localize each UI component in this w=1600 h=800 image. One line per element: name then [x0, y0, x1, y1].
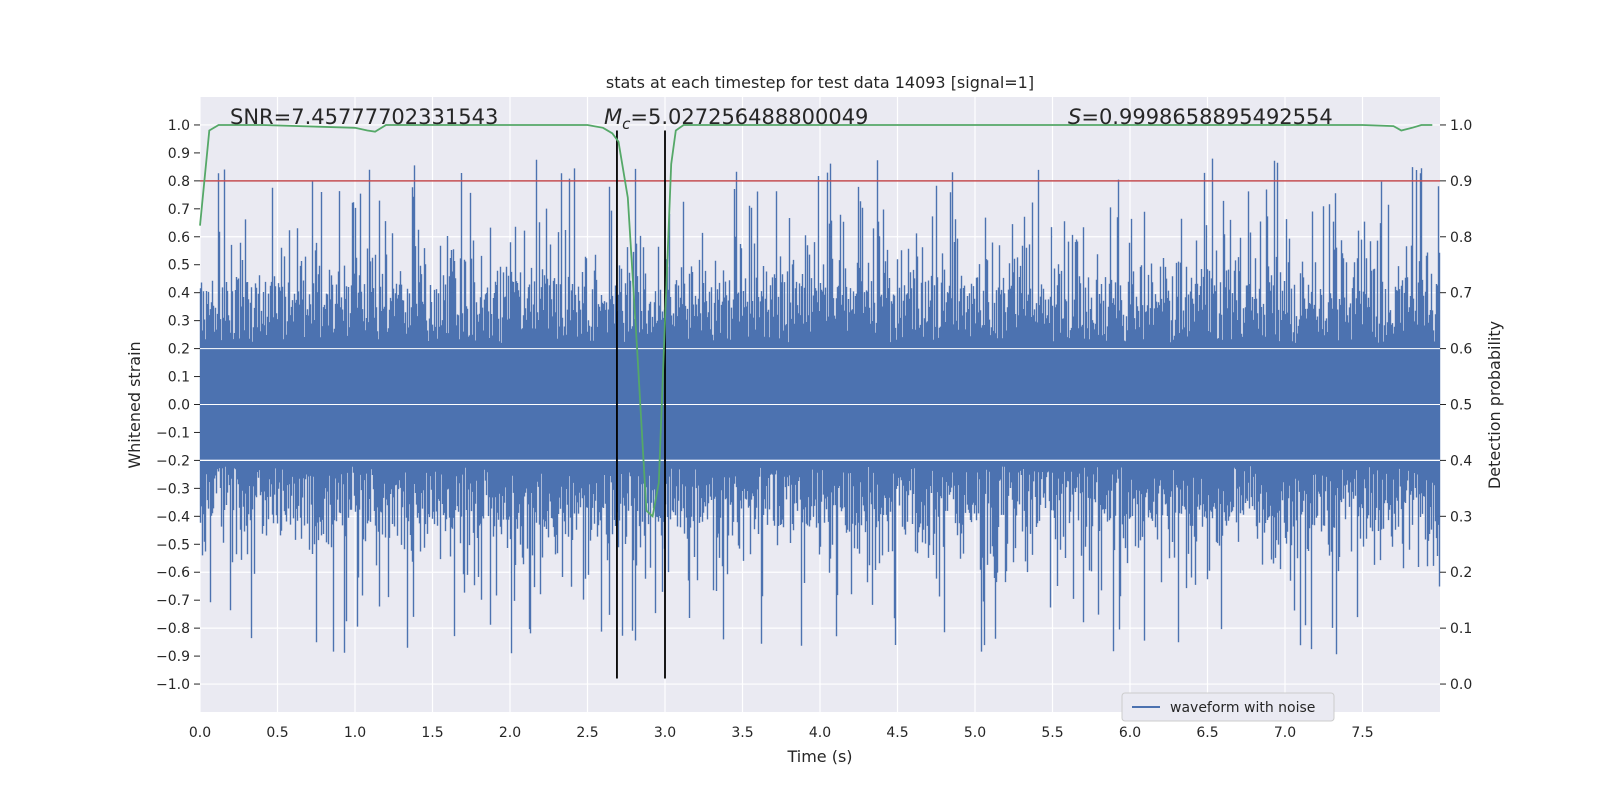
probability-series [199, 124, 1433, 519]
legend: waveform with noise [1121, 692, 1335, 722]
y2-tick-label-4: 0.4 [1450, 453, 1472, 469]
y-tick-label-0: −1.0 [156, 677, 190, 693]
y-tick-label-13: 0.3 [168, 314, 190, 330]
y-tick-label-20: 1.0 [168, 118, 190, 134]
x-tick-label-0: 0.0 [189, 725, 211, 741]
y2-axis-label: Detection probability [1485, 321, 1504, 489]
x-tick-label-12: 6.0 [1119, 725, 1141, 741]
y-tick-label-16: 0.6 [168, 230, 190, 246]
s-annotation: S=0.9998658895492554 [1068, 105, 1333, 129]
s-prefix: S [1068, 105, 1081, 129]
y-tick-label-1: −0.9 [156, 649, 190, 665]
waveform-series [199, 158, 1441, 655]
x-tick-label-10: 5.0 [964, 725, 986, 741]
mc-prefix: M [604, 105, 622, 129]
y-tick-label-10: 0.0 [168, 398, 190, 414]
y2-tick-label-6: 0.6 [1450, 342, 1472, 358]
x-tick-label-2: 1.0 [344, 725, 366, 741]
y2-tick-label-3: 0.3 [1450, 509, 1472, 525]
x-ticks: 0.0 0.5 1.0 1.5 2.0 2.5 3.0 3.5 4.0 4.5 5.0 5.5 6.0 6… [189, 725, 1374, 741]
y-tick-label-7: −0.3 [156, 481, 190, 497]
x-tick-label-1: 0.5 [266, 725, 288, 741]
y-axis-label: Whitened strain [125, 341, 144, 468]
chart-title: stats at each timestep for test data 140… [606, 73, 1034, 92]
x-tick-label-8: 4.0 [809, 725, 831, 741]
y-tick-label-11: 0.1 [168, 370, 190, 386]
y2-tick-label-8: 0.8 [1450, 230, 1472, 246]
x-tick-label-3: 1.5 [421, 725, 443, 741]
legend-box [1121, 692, 1335, 722]
y2-tick-label-9: 0.9 [1450, 174, 1472, 190]
x-tick-label-5: 2.5 [576, 725, 598, 741]
x-tick-label-7: 3.5 [731, 725, 753, 741]
y2-tick-label-10: 1.0 [1450, 118, 1472, 134]
y-tick-label-4: −0.6 [156, 565, 190, 581]
mc-value: =5.027256488800049 [630, 105, 868, 129]
y-tick-label-14: 0.4 [168, 286, 190, 302]
y-tick-label-12: 0.2 [168, 342, 190, 358]
y-tick-label-18: 0.8 [168, 174, 190, 190]
snr-annotation: SNR=7.45777702331543 [230, 105, 498, 129]
y2-ticks: 0.0 0.1 0.2 0.3 0.4 0.5 0.6 0.7 0.8 0.9 1.0 [1440, 118, 1472, 693]
y2-tick-label-0: 0.0 [1450, 677, 1472, 693]
x-tick-label-11: 5.5 [1041, 725, 1063, 741]
y-tick-label-2: −0.8 [156, 621, 190, 637]
x-tick-label-15: 7.5 [1351, 725, 1373, 741]
probability-line [199, 124, 1433, 519]
y-ticks: −1.0 −0.9 −0.8 −0.7 −0.6 −0.5 −0.4 −0.3 −0.2 −0.1… [156, 118, 200, 693]
y-tick-label-9: −0.1 [156, 425, 190, 441]
mc-sub: c [622, 115, 631, 133]
y-tick-label-8: −0.2 [156, 453, 190, 469]
y-tick-label-15: 0.5 [168, 258, 190, 274]
x-axis-label: Time (s) [786, 747, 852, 766]
x-tick-label-6: 3.0 [654, 725, 676, 741]
overlays [200, 130, 1440, 679]
y-tick-label-19: 0.9 [168, 146, 190, 162]
y-tick-label-3: −0.7 [156, 593, 190, 609]
s-value: =0.9998658895492554 [1081, 105, 1332, 129]
y2-tick-label-2: 0.2 [1450, 565, 1472, 581]
y-tick-label-17: 0.7 [168, 202, 190, 218]
mc-annotation: Mc=5.027256488800049 [604, 105, 868, 133]
x-tick-label-9: 4.5 [886, 725, 908, 741]
x-tick-label-4: 2.0 [499, 725, 521, 741]
x-tick-label-13: 6.5 [1196, 725, 1218, 741]
y2-tick-label-1: 0.1 [1450, 621, 1472, 637]
x-tick-label-14: 7.0 [1274, 725, 1296, 741]
y2-tick-label-5: 0.5 [1450, 398, 1472, 414]
legend-label: waveform with noise [1170, 700, 1315, 716]
y-tick-label-5: −0.5 [156, 537, 190, 553]
y2-tick-label-7: 0.7 [1450, 286, 1472, 302]
y-tick-label-6: −0.4 [156, 509, 190, 525]
